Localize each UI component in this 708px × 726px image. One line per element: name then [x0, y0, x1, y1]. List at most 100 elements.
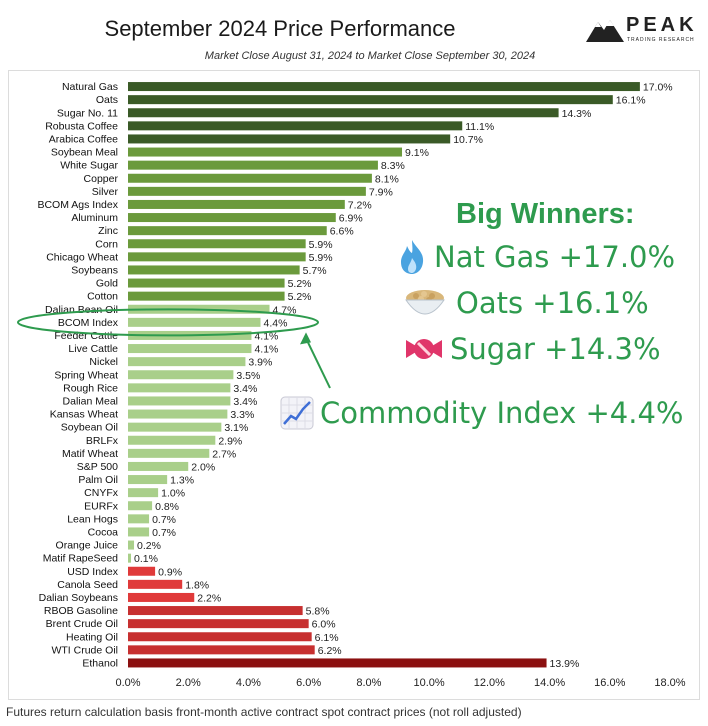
data-label: 14.3% — [562, 108, 592, 120]
data-label: 0.9% — [158, 566, 182, 578]
category-label: Soybean Oil — [61, 422, 118, 434]
category-label: Nickel — [89, 356, 118, 368]
data-label: 11.1% — [465, 121, 494, 133]
data-label: 1.3% — [170, 475, 194, 487]
category-label: Soybeans — [71, 264, 118, 276]
data-label: 3.5% — [236, 370, 260, 382]
bar — [128, 82, 640, 92]
callout-arrow — [305, 337, 331, 389]
data-label: 5.2% — [288, 291, 312, 303]
bar — [128, 357, 246, 367]
category-label: Orange Juice — [56, 540, 119, 552]
bar — [128, 606, 303, 616]
category-label: Natural Gas — [62, 81, 118, 93]
bar — [128, 252, 306, 262]
data-label: 4.4% — [263, 317, 287, 329]
data-label: 5.9% — [309, 252, 333, 264]
chart-frame — [8, 70, 700, 700]
data-label: 2.2% — [197, 592, 221, 604]
data-label: 1.0% — [161, 488, 185, 500]
bar — [128, 239, 306, 249]
data-label: 3.4% — [233, 383, 257, 395]
x-tick-label: 8.0% — [356, 677, 381, 689]
category-label: Palm Oil — [78, 474, 118, 486]
category-label: Copper — [84, 173, 119, 185]
bar — [128, 632, 312, 642]
data-label: 2.7% — [212, 448, 236, 460]
bar — [128, 579, 183, 589]
bar — [128, 226, 327, 236]
data-label: 7.2% — [348, 199, 372, 211]
bar — [128, 121, 463, 131]
bar — [128, 278, 285, 288]
bar — [128, 619, 309, 629]
peak-logo-icon — [586, 20, 624, 42]
annotation-layer — [17, 308, 331, 389]
x-tick-label: 2.0% — [176, 677, 201, 689]
chart-increasing-icon — [280, 396, 314, 430]
category-label: Ethanol — [82, 657, 118, 669]
data-label: 8.1% — [375, 173, 399, 185]
data-label: 0.8% — [155, 501, 179, 513]
bar — [128, 160, 378, 170]
bar — [128, 213, 336, 223]
logo-subtext: TRADING RESEARCH — [627, 37, 695, 43]
category-label: Silver — [92, 186, 119, 198]
bar — [128, 501, 153, 511]
category-label: USD Index — [67, 566, 119, 578]
category-label: Matif Wheat — [62, 448, 118, 460]
ticks-layer: 0.0% 2.0% 4.0% 6.0% 8.0% 10.0% 12.0% 14.0% 16.0%… — [115, 677, 685, 689]
category-label: Robusta Coffee — [45, 120, 118, 132]
bar — [128, 291, 285, 301]
bar — [128, 461, 189, 471]
x-tick-label: 12.0% — [474, 677, 505, 689]
category-label: Cocoa — [88, 526, 119, 538]
bar — [128, 383, 231, 393]
x-tick-label: 18.0% — [654, 677, 685, 689]
data-label: 6.6% — [330, 226, 354, 238]
data-label: 5.7% — [303, 265, 327, 277]
category-label: Lean Hogs — [67, 513, 118, 525]
x-tick-label: 10.0% — [414, 677, 445, 689]
x-tick-label: 14.0% — [534, 677, 565, 689]
candy-icon — [406, 339, 442, 359]
highlight-ellipse — [17, 308, 319, 337]
data-label: 0.1% — [134, 553, 158, 565]
data-label: 6.1% — [315, 632, 339, 644]
callout-heading: Big Winners: — [456, 198, 635, 230]
data-label: 3.9% — [248, 357, 272, 369]
category-label: BCOM Index — [58, 317, 119, 329]
data-label: 7.9% — [369, 186, 393, 198]
bar — [128, 186, 366, 196]
oats-bowl-icon — [405, 290, 445, 315]
category-label: Oats — [96, 94, 118, 106]
category-label: Arabica Coffee — [49, 133, 118, 145]
bar — [128, 344, 252, 354]
data-label: 6.9% — [339, 213, 363, 225]
labels-layer: Natural Gas 17.0% Oats 16.1% Sugar No. 11 14.… — [37, 81, 672, 670]
category-label: CNYFx — [84, 487, 119, 499]
bar — [128, 317, 261, 327]
bar — [128, 514, 150, 524]
data-label: 6.0% — [312, 619, 336, 631]
category-label: White Sugar — [60, 160, 118, 172]
data-label: 6.2% — [318, 645, 342, 657]
data-label: 17.0% — [643, 82, 673, 94]
data-label: 2.9% — [218, 435, 242, 447]
category-label: EURFx — [84, 500, 119, 512]
data-label: 3.1% — [224, 422, 248, 434]
bar — [128, 108, 559, 118]
bar — [128, 645, 315, 655]
data-label: 0.7% — [152, 514, 176, 526]
chart-subtitle: Market Close August 31, 2024 to Market C… — [204, 50, 536, 62]
category-label: BCOM Ags Index — [37, 199, 118, 211]
data-label: 13.9% — [550, 658, 580, 670]
logo-wordmark: PEAK — [626, 14, 698, 36]
x-tick-label: 4.0% — [236, 677, 261, 689]
category-label: Spring Wheat — [54, 369, 118, 381]
data-label: 4.1% — [254, 344, 278, 356]
data-label: 0.7% — [152, 527, 176, 539]
category-label: RBOB Gasoline — [44, 605, 118, 617]
bar — [128, 396, 231, 406]
bar — [128, 488, 159, 498]
